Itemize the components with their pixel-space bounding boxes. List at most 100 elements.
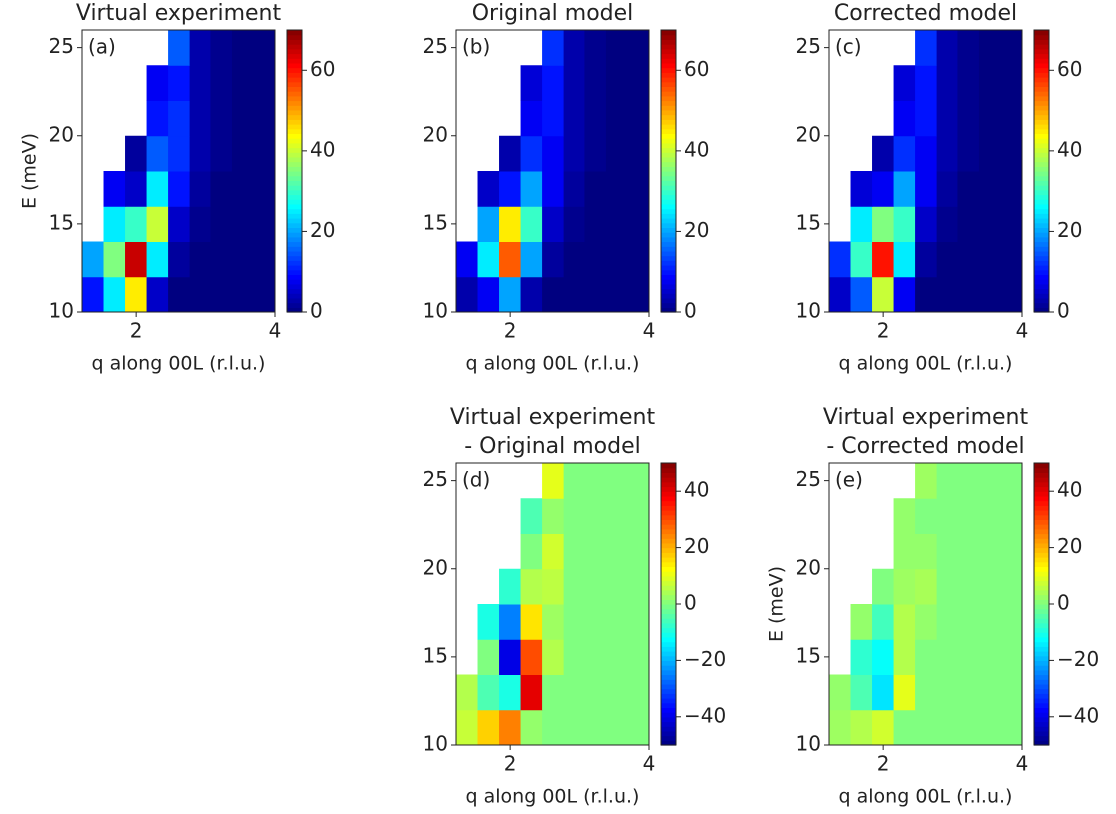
colorbar-tick-label: 0 xyxy=(1057,591,1070,615)
heatmap-cell xyxy=(605,568,628,605)
colorbar-segment xyxy=(1034,189,1049,196)
heatmap-cell xyxy=(627,30,650,66)
colorbar-segment xyxy=(661,604,676,610)
colorbar-segment xyxy=(661,109,676,116)
colorbar-segment xyxy=(661,467,676,473)
colorbar-segment xyxy=(1034,269,1049,275)
heatmap-cell xyxy=(605,276,628,313)
y-tick-label: 10 xyxy=(49,299,74,323)
heatmap-cell xyxy=(978,639,1001,675)
heatmap-cell xyxy=(231,206,254,242)
heatmap-cell xyxy=(456,674,479,711)
colorbar-segment xyxy=(287,138,302,144)
heatmap-cell xyxy=(584,206,607,242)
colorbar-segment xyxy=(661,302,676,308)
colorbar-segment xyxy=(287,218,302,224)
colorbar-segment xyxy=(661,665,676,671)
heatmap-cell xyxy=(978,463,1001,499)
heatmap-cell xyxy=(936,206,958,242)
colorbar-segment xyxy=(661,91,676,97)
colorbar-segment xyxy=(287,100,302,106)
colorbar-tick-label: 0 xyxy=(1057,299,1070,323)
heatmap-cell xyxy=(103,241,126,278)
heatmap-cell xyxy=(872,206,895,242)
heatmap-cell xyxy=(563,65,585,101)
y-tick-label: 20 xyxy=(423,122,448,146)
colorbar-segment xyxy=(287,81,302,87)
colorbar-tick-label: 60 xyxy=(684,57,709,81)
heatmap-cell xyxy=(978,533,1001,570)
colorbar-segment xyxy=(661,533,676,539)
heatmap-cell xyxy=(520,171,543,207)
colorbar-segment xyxy=(1034,30,1049,36)
colorbar-segment xyxy=(1034,128,1049,134)
colorbar-segment xyxy=(661,500,676,506)
colorbar-segment xyxy=(1034,528,1049,535)
heatmap-cell xyxy=(627,463,650,499)
colorbar-segment xyxy=(661,161,676,167)
heatmap-cell xyxy=(829,709,852,746)
heatmap-cell xyxy=(542,674,565,711)
plot-frame xyxy=(455,462,650,746)
heatmap-cell xyxy=(1000,65,1023,101)
colorbar-segment xyxy=(661,133,676,139)
colorbar-segment xyxy=(661,660,676,666)
colorbar-segment xyxy=(661,608,676,614)
colorbar-segment xyxy=(1034,491,1049,497)
colorbar-segment xyxy=(1034,613,1049,619)
heatmap-cell xyxy=(936,533,958,570)
heatmap-cell xyxy=(872,171,895,207)
heatmap-cell xyxy=(520,709,543,746)
colorbar-segment xyxy=(1034,651,1049,657)
x-tick-label: 2 xyxy=(130,319,143,343)
heatmap-cell xyxy=(253,171,276,207)
colorbar-segment xyxy=(1034,255,1049,261)
heatmap-cell xyxy=(936,674,958,711)
heatmap-cell xyxy=(542,241,565,278)
heatmap-cell xyxy=(1000,639,1023,675)
heatmap-cell xyxy=(125,135,148,172)
colorbar-segment xyxy=(661,491,676,497)
heatmap-cell xyxy=(605,171,628,207)
colorbar-segment xyxy=(1034,236,1049,243)
x-axis-label: q along 00L (r.l.u.) xyxy=(839,353,1013,375)
panel-title: Corrected model xyxy=(834,1,1017,26)
colorbar-segment xyxy=(287,128,302,134)
colorbar-segment xyxy=(1034,81,1049,87)
plot-frame xyxy=(828,29,1023,313)
colorbar-segment xyxy=(661,283,676,290)
colorbar-segment xyxy=(1034,67,1049,73)
colorbar-segment xyxy=(1034,655,1049,661)
colorbar-segment xyxy=(287,288,302,294)
heatmap-cell xyxy=(499,604,522,640)
colorbar-segment xyxy=(287,236,302,243)
colorbar-segment xyxy=(661,175,676,181)
heatmap-cell xyxy=(957,241,980,278)
colorbar-tick-label: 20 xyxy=(310,218,335,242)
heatmap-cell xyxy=(231,241,254,278)
heatmap-cell xyxy=(499,276,522,313)
heatmap-cell xyxy=(189,65,211,101)
colorbar-segment xyxy=(1034,152,1049,158)
heatmap-cell xyxy=(499,568,522,605)
colorbar-segment xyxy=(661,138,676,144)
colorbar-segment xyxy=(1034,48,1049,55)
heatmap-cell xyxy=(957,463,980,499)
heatmap-cell xyxy=(499,241,522,278)
panel-label: (b) xyxy=(462,35,490,59)
heatmap-cell xyxy=(978,241,1001,278)
colorbar-segment xyxy=(287,180,302,186)
heatmap-cell xyxy=(168,206,191,242)
colorbar-segment xyxy=(661,552,676,558)
colorbar-segment xyxy=(661,227,676,233)
heatmap-cell xyxy=(146,171,169,207)
heatmap-cell xyxy=(872,674,895,711)
heatmap-cell xyxy=(936,498,958,534)
panel-title: Virtual experiment xyxy=(76,1,282,26)
colorbar-segment xyxy=(1034,34,1049,40)
heatmap-cell xyxy=(542,498,565,534)
heatmap-cell xyxy=(829,276,852,313)
colorbar-segment xyxy=(661,557,676,563)
colorbar-segment xyxy=(1034,726,1049,732)
heatmap-cell xyxy=(605,30,628,66)
